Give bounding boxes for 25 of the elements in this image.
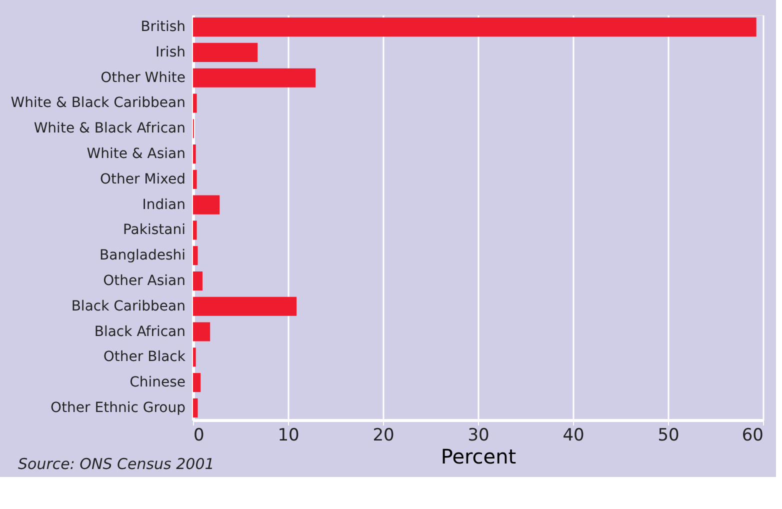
y-tick-label: Chinese [130,374,186,391]
y-tick-label: Other Ethnic Group [50,400,186,416]
x-tick-label: 0 [194,426,204,446]
x-tick-label: 30 [468,426,490,446]
x-tick-label: 20 [372,426,394,446]
y-tick-label: Other Black [103,349,186,366]
source-note: Source: ONS Census 2001 [18,455,214,473]
y-tick-label: White & Black Caribbean [10,95,186,112]
y-tick-label: Irish [156,44,186,60]
y-tick-label: Bangladeshi [100,248,186,264]
x-axis-title: Percent [440,444,516,468]
y-tick-label: Other White [100,70,186,86]
y-tick-label: Pakistani [122,222,186,238]
y-tick-label: Black Caribbean [71,298,186,314]
y-tick-label: White & Black African [34,120,186,137]
y-tick-label: Other Mixed [100,171,186,188]
x-tick-label: 10 [278,426,300,446]
x-tick-label: 50 [658,426,680,446]
y-tick-label: Indian [142,196,186,213]
y-tick-label: Black African [94,324,186,340]
x-tick-label: 60 [742,426,764,446]
y-tick-label: White & Asian [86,146,186,162]
x-tick-label: 40 [562,426,584,446]
y-tick-label: British [140,19,186,36]
y-tick-label: Other Asian [103,272,186,289]
